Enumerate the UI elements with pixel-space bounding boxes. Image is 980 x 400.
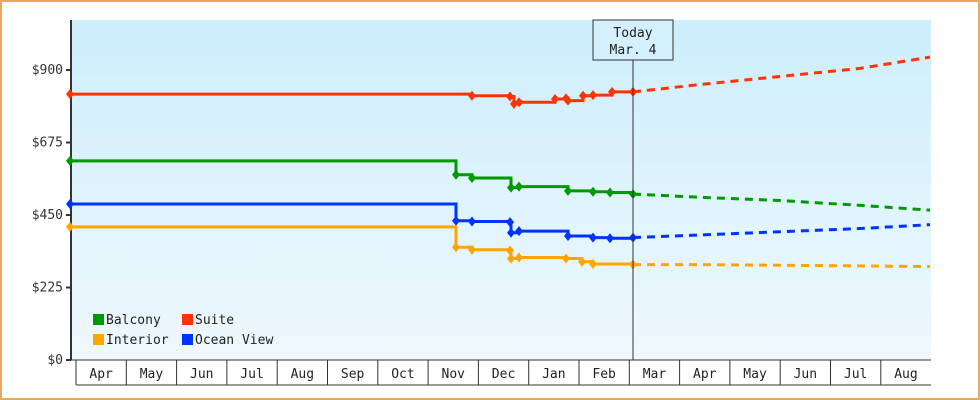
x-tick-label: Jun — [190, 367, 213, 382]
y-tick-label: $450 — [32, 208, 63, 223]
today-date: Mar. 4 — [610, 43, 657, 58]
x-tick-label: Feb — [592, 367, 616, 382]
x-tick-label: May — [140, 367, 164, 382]
x-axis: Apr May Jun Jul Aug Sep Oct Nov Dec Jan Feb Mar Apr M… — [71, 359, 931, 386]
svg-text:Interior: Interior — [106, 333, 169, 348]
svg-text:Suite: Suite — [195, 313, 234, 328]
series-interior — [66, 221, 931, 270]
legend: Balcony Suite Interior Ocean View — [93, 313, 273, 348]
legend-swatch-icon — [182, 334, 193, 345]
x-tick-label: Jul — [240, 367, 263, 382]
plot-area — [71, 20, 931, 360]
x-tick-label: Dec — [492, 367, 515, 382]
svg-text:Balcony: Balcony — [106, 313, 161, 328]
x-tick-label: Jun — [794, 367, 817, 382]
y-tick-label: $675 — [32, 136, 63, 151]
today-marker: Today Mar. 4 — [592, 19, 674, 360]
legend-swatch-icon — [93, 314, 104, 325]
svg-text:Ocean View: Ocean View — [195, 333, 273, 348]
today-label: Today — [613, 26, 652, 41]
legend-swatch-icon — [182, 314, 193, 325]
series-suite — [66, 55, 931, 109]
y-tick-label: $900 — [32, 63, 63, 78]
y-tick-label: $0 — [47, 353, 63, 368]
y-tick-label: $225 — [32, 281, 63, 296]
x-tick-label: Aug — [291, 367, 314, 382]
y-axis: $0 $225 $450 $675 $900 — [32, 20, 72, 368]
x-tick-label: Apr — [693, 367, 717, 382]
x-tick-label: Sep — [341, 367, 365, 382]
x-tick-label: Jan — [542, 367, 565, 382]
x-tick-label: May — [743, 367, 767, 382]
legend-item-balcony: Balcony — [93, 313, 161, 328]
x-tick-label: Nov — [442, 367, 466, 382]
x-tick-label: Jul — [844, 367, 867, 382]
series-ocean-view — [66, 199, 931, 244]
legend-item-suite: Suite — [182, 313, 234, 328]
series-balcony — [66, 155, 931, 212]
x-tick-label: Apr — [89, 367, 113, 382]
x-tick-label: Oct — [391, 367, 414, 382]
legend-swatch-icon — [93, 334, 104, 345]
legend-item-interior: Interior — [93, 333, 169, 348]
series-lines — [66, 55, 931, 270]
x-tick-label: Mar — [643, 367, 667, 382]
legend-item-ocean-view: Ocean View — [182, 333, 273, 348]
x-tick-label: Aug — [894, 367, 917, 382]
